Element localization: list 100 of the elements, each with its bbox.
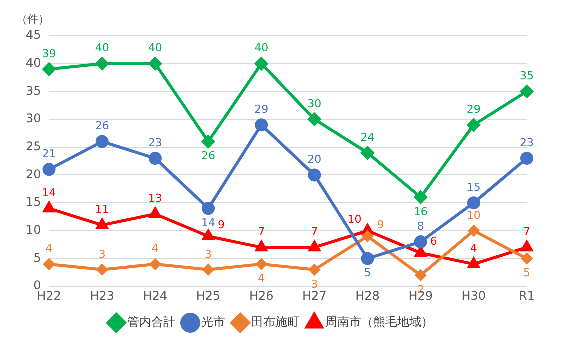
- data-label: 5: [364, 266, 372, 280]
- point: [203, 264, 214, 276]
- data-label: 30: [308, 97, 322, 110]
- data-label: 16: [414, 205, 428, 218]
- data-label: 4: [470, 242, 478, 256]
- point: [415, 246, 427, 258]
- point: [202, 230, 214, 240]
- data-label: 24: [360, 130, 375, 144]
- point: [202, 135, 216, 148]
- data-label: 7: [311, 225, 318, 238]
- point: [467, 196, 480, 210]
- data-label: 23: [520, 136, 534, 150]
- point: [43, 202, 56, 213]
- point: [256, 241, 268, 252]
- data-label: 15: [466, 180, 481, 194]
- y-tick-label: 30: [26, 112, 42, 126]
- y-tick-label: 45: [26, 28, 42, 42]
- point: [361, 252, 374, 266]
- data-label: 3: [205, 248, 212, 261]
- point: [467, 118, 480, 132]
- point: [96, 135, 109, 148]
- x-tick-label: H25: [196, 288, 221, 303]
- data-label: 10: [348, 212, 362, 226]
- x-tick-label: H28: [356, 288, 380, 303]
- data-label: 40: [254, 42, 269, 55]
- point: [308, 168, 322, 182]
- y-tick-label: 35: [26, 84, 42, 98]
- point: [150, 208, 162, 218]
- data-label: 11: [95, 203, 110, 216]
- data-label: 35: [520, 70, 534, 83]
- point: [520, 85, 534, 98]
- data-label: 26: [202, 150, 216, 163]
- point: [308, 113, 322, 126]
- data-label: 20: [308, 153, 322, 166]
- point: [96, 218, 108, 230]
- data-label: 29: [254, 102, 269, 116]
- y-tick-label: 40: [26, 56, 42, 70]
- data-label: 21: [42, 148, 56, 161]
- point: [414, 236, 428, 249]
- y-tick-label: 20: [26, 167, 42, 182]
- point: [96, 264, 108, 276]
- point: [42, 163, 56, 176]
- data-label: 7: [258, 225, 266, 238]
- point: [202, 202, 216, 216]
- data-label: 9: [377, 218, 384, 232]
- point: [308, 241, 321, 252]
- point: [520, 152, 534, 166]
- point: [521, 241, 533, 252]
- point: [309, 264, 320, 276]
- data-label: 4: [152, 242, 159, 256]
- x-tick-label: R1: [519, 288, 535, 303]
- point: [42, 62, 56, 76]
- point: [150, 258, 161, 270]
- point: [255, 118, 268, 132]
- data-label: 29: [466, 102, 481, 116]
- y-tick-label: 15: [26, 195, 42, 210]
- y-tick-label: 5: [34, 250, 42, 265]
- x-tick-label: H23: [90, 288, 114, 303]
- point: [96, 57, 109, 70]
- data-label: 8: [417, 220, 424, 233]
- data-label: 6: [430, 235, 438, 248]
- legend-label: 管内合計: [128, 315, 176, 330]
- data-label: 39: [42, 47, 56, 60]
- point: [468, 258, 480, 268]
- data-label: 40: [95, 42, 110, 55]
- data-label: 14: [202, 216, 216, 230]
- data-label: 23: [148, 136, 162, 150]
- point: [255, 57, 268, 70]
- data-label: 4: [46, 242, 53, 256]
- legend-label: 周南市（熊毛地域）: [326, 315, 434, 330]
- y-axis-title: （件）: [16, 12, 50, 26]
- data-label: 10: [466, 208, 481, 222]
- point: [44, 258, 55, 270]
- x-tick-label: H26: [249, 288, 274, 303]
- data-label: 40: [148, 42, 162, 55]
- data-label: 9: [218, 218, 226, 232]
- data-label: 5: [524, 266, 530, 280]
- point: [522, 253, 532, 264]
- point: [415, 270, 426, 281]
- y-tick-label: 10: [26, 223, 42, 238]
- y-tick-label: 25: [26, 140, 42, 154]
- x-tick-label: H24: [143, 288, 168, 303]
- point: [148, 57, 162, 70]
- point: [362, 230, 374, 242]
- legend-label: 田布施町: [252, 315, 300, 330]
- legend-label: 光市: [202, 315, 226, 330]
- data-label: 14: [42, 186, 56, 200]
- data-label: 7: [524, 225, 530, 238]
- data-label: 3: [311, 278, 318, 291]
- point: [148, 152, 162, 166]
- data-label: 4: [258, 272, 266, 286]
- data-label: 3: [98, 248, 106, 261]
- data-label: 13: [148, 192, 162, 206]
- point: [414, 191, 428, 204]
- point: [361, 146, 374, 160]
- x-tick-label: H30: [462, 288, 486, 303]
- point: [256, 258, 268, 270]
- point: [468, 225, 480, 236]
- x-tick-label: H27: [302, 288, 327, 303]
- data-label: 26: [95, 120, 110, 133]
